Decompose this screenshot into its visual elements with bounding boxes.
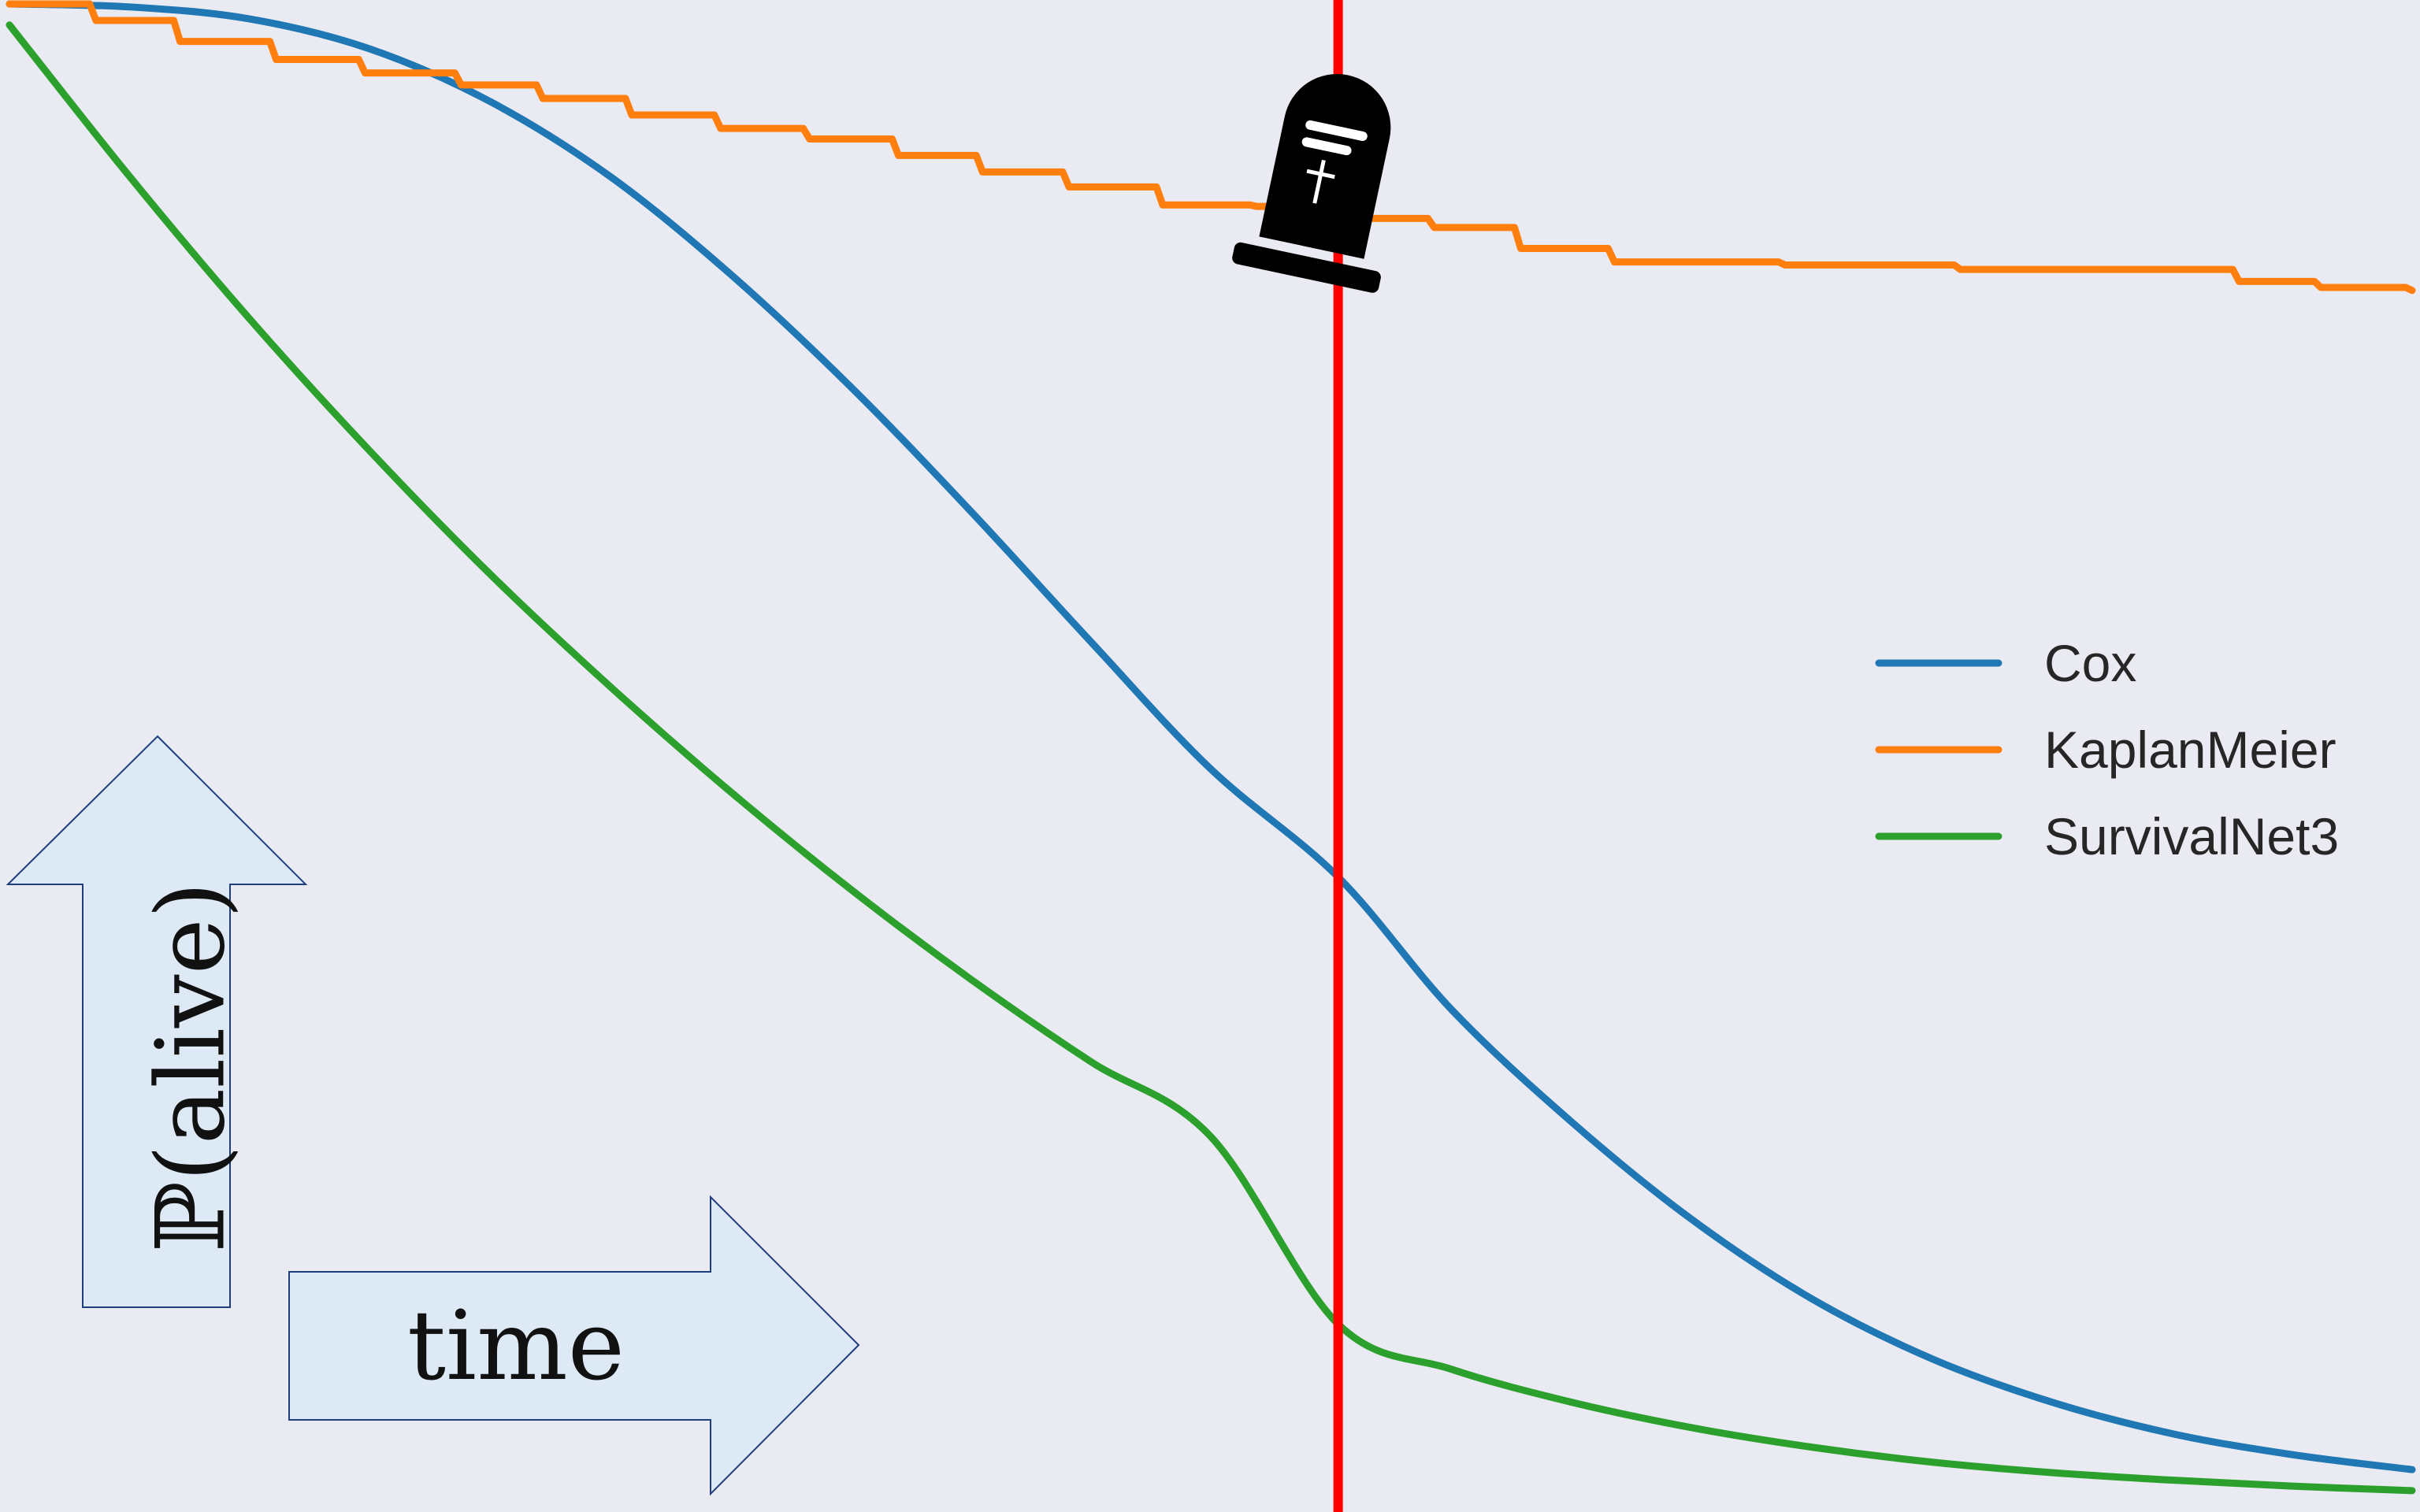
- x-axis-label: time: [407, 1290, 625, 1402]
- ylabel-arrow: ℙ(alive): [6, 735, 308, 1308]
- series-line-kaplanmeier: [6, 0, 2416, 295]
- legend: Cox KaplanMeier SurvivalNet3: [1875, 634, 2339, 865]
- series-layer: [6, 0, 2416, 1495]
- legend-label-survivalnet3: SurvivalNet3: [2044, 807, 2339, 865]
- legend-label-cox: Cox: [2044, 634, 2136, 692]
- series-line-survivalnet3: [6, 21, 2416, 1495]
- y-axis-label: ℙ(alive): [137, 882, 247, 1253]
- legend-label-kaplanmeier: KaplanMeier: [2044, 721, 2336, 779]
- xlabel-arrow: time: [288, 1195, 860, 1496]
- right-arrow-shape: [288, 1195, 860, 1496]
- series-line-cox: [6, 0, 2416, 1473]
- up-arrow-shape: [6, 735, 308, 1308]
- tombstone-icon: [1232, 73, 1391, 293]
